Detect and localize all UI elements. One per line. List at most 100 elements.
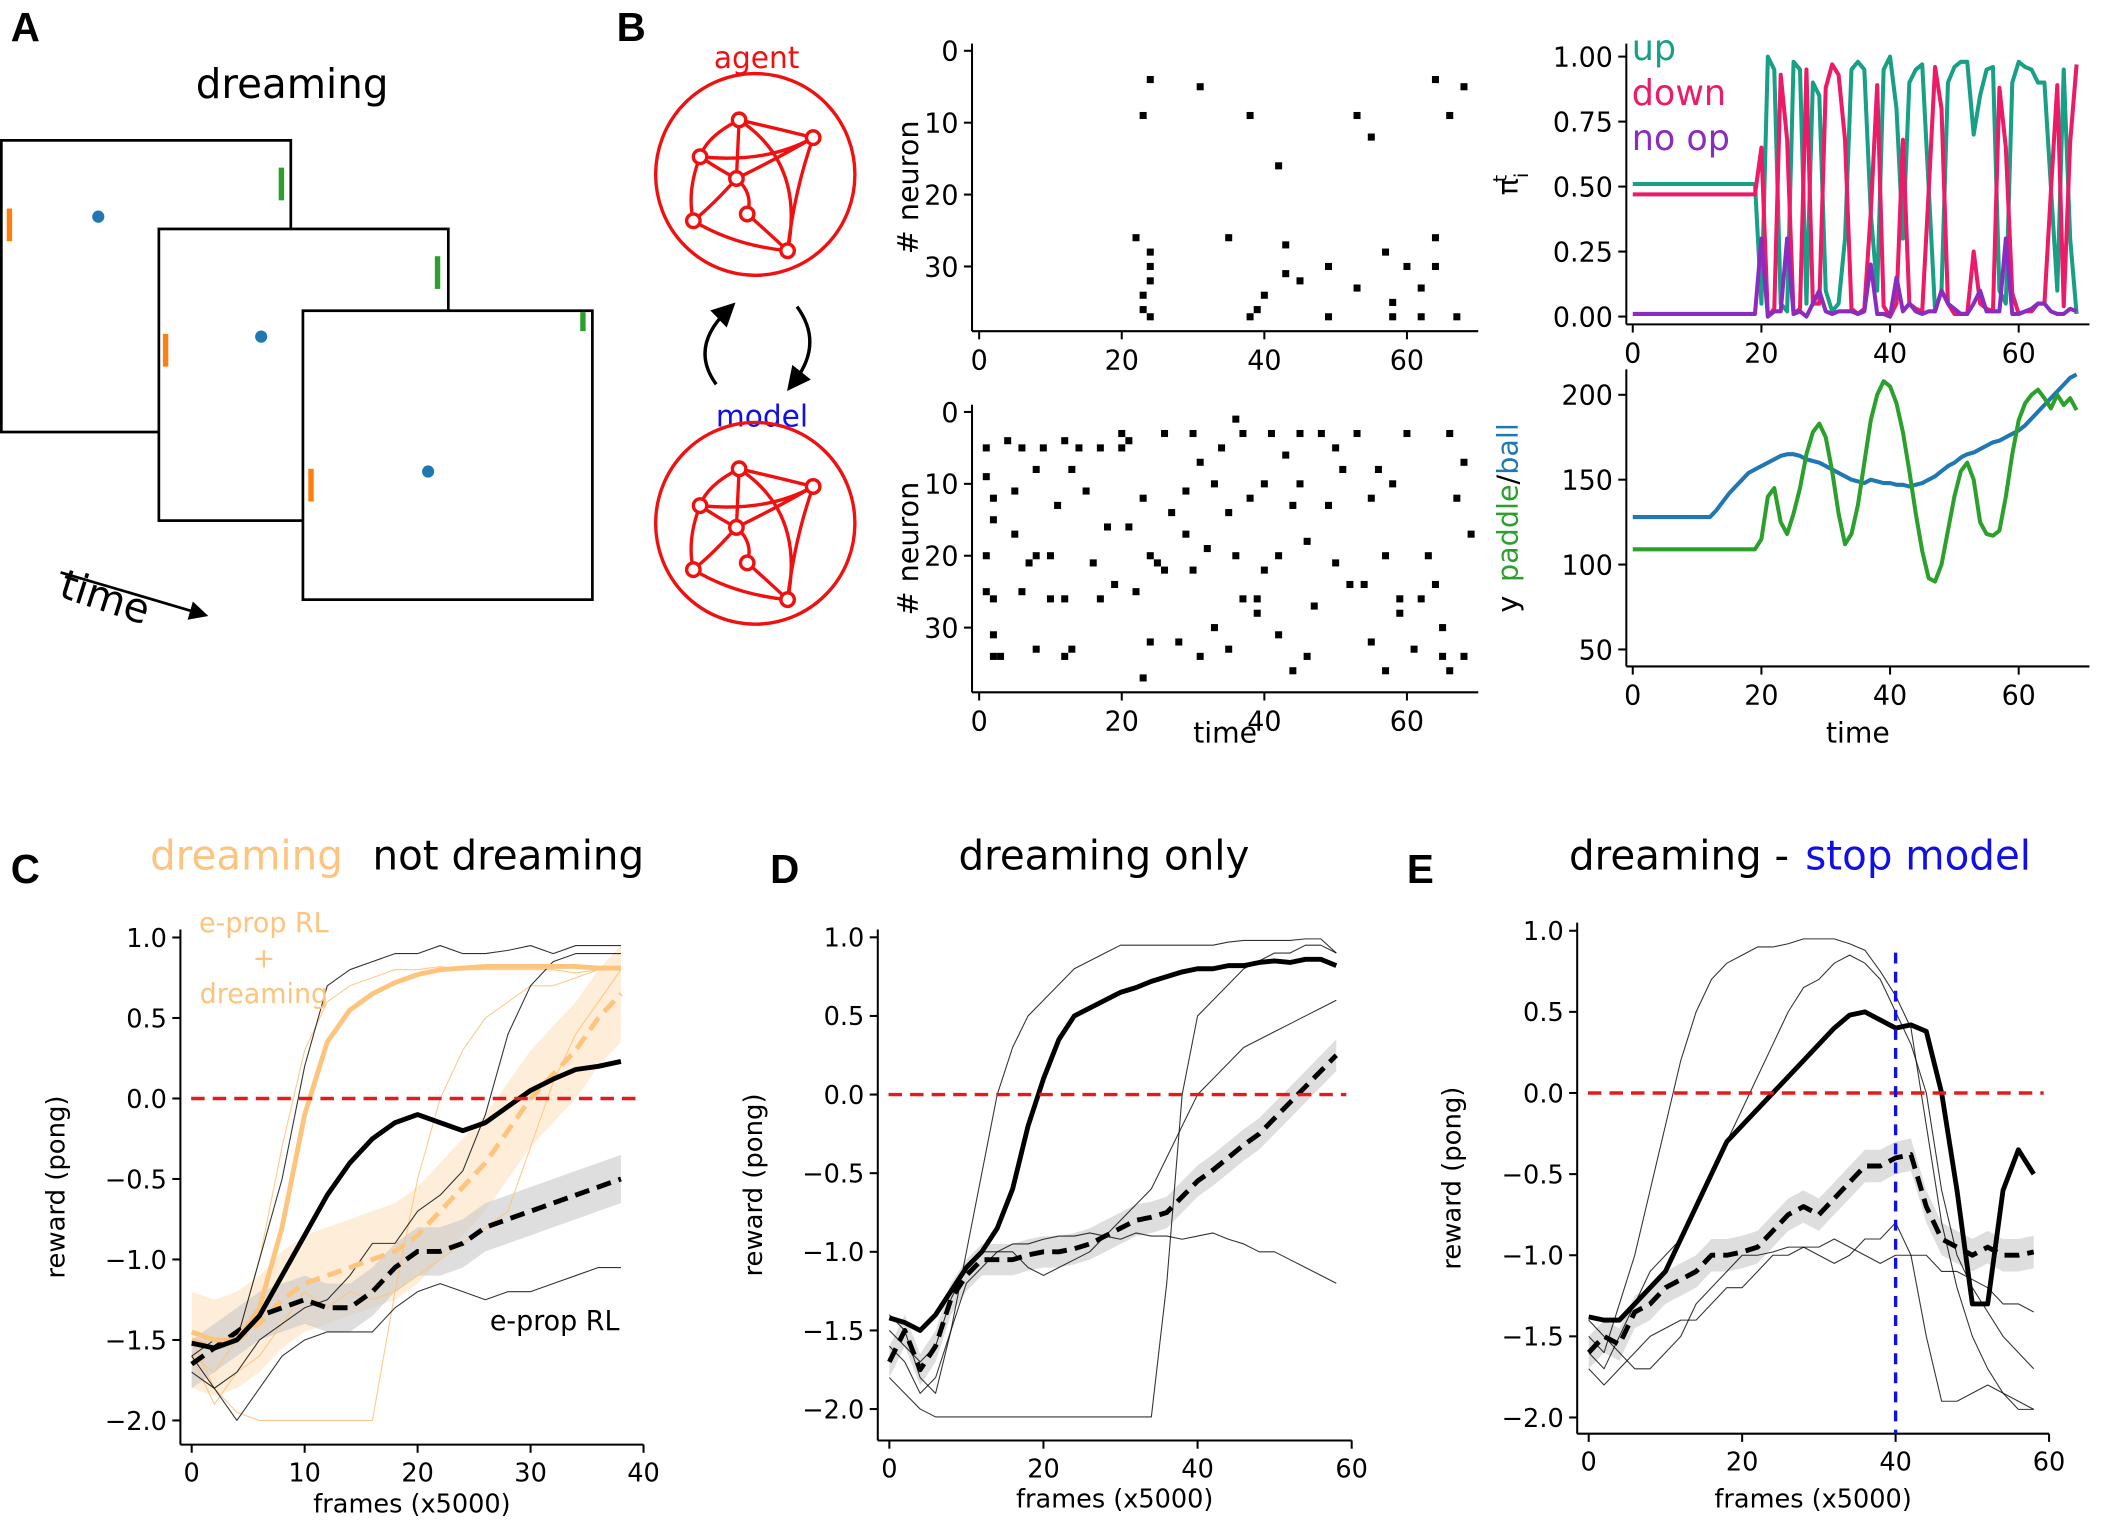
y-tick-label: 1.0 xyxy=(1523,917,1564,947)
y-tick-label: 20 xyxy=(924,541,958,572)
chart: 0 20 40 60 −2.0 −1.5 −1.0 −0.5 0.0 0.5 1.0 frames (… xyxy=(1438,831,2065,1514)
spike xyxy=(1260,566,1268,574)
y-tick-label: 100 xyxy=(1561,550,1612,581)
annotation: e-prop RL xyxy=(199,908,329,939)
spike xyxy=(1225,509,1233,517)
y-tick-label: 0.00 xyxy=(1553,302,1613,333)
spike xyxy=(1103,523,1111,531)
spike xyxy=(1303,652,1311,660)
spike xyxy=(1374,465,1382,474)
spike xyxy=(1460,458,1468,466)
series-line xyxy=(1588,1009,2036,1323)
spike xyxy=(1246,313,1254,321)
y-axis-label: # neuron xyxy=(892,482,925,616)
chart: 0 20 40 60 −2.0 −1.5 −1.0 −0.5 0.0 0.5 1.0 frames (… xyxy=(739,831,1368,1514)
y-tick-label: 0.0 xyxy=(1523,1079,1564,1109)
spike xyxy=(1446,667,1454,675)
node xyxy=(691,148,709,166)
spike xyxy=(1446,429,1454,438)
spike xyxy=(1004,437,1012,445)
spike xyxy=(1396,595,1404,603)
spike xyxy=(1332,444,1340,452)
legend-label: no op xyxy=(1632,118,1730,159)
legend-label: up xyxy=(1632,28,1676,69)
x-axis-label: frames (x5000) xyxy=(1016,1484,1213,1514)
chart-title: dreaming not dreaming xyxy=(150,831,644,879)
y-tick-label: 0.0 xyxy=(824,1081,865,1111)
spike xyxy=(1253,595,1261,603)
spike xyxy=(1146,638,1154,646)
y-tick-label: 0.5 xyxy=(824,1002,865,1032)
panel-letter: C xyxy=(11,846,40,892)
x-tick-label: 40 xyxy=(1181,1454,1214,1484)
spike xyxy=(1218,444,1226,452)
spike xyxy=(1118,429,1126,438)
spike xyxy=(1146,277,1154,285)
spike xyxy=(1267,429,1275,438)
spike xyxy=(982,552,990,560)
spike xyxy=(1446,111,1454,120)
game-frames xyxy=(0,139,594,602)
panel-letter: A xyxy=(11,4,40,50)
node xyxy=(684,212,702,230)
spike xyxy=(1118,444,1126,452)
spike xyxy=(1196,83,1204,91)
y-tick-label: 0 xyxy=(941,36,958,67)
y-tick-label: −1.0 xyxy=(1502,1241,1564,1271)
spike xyxy=(1317,429,1325,438)
y-axis-label: reward (pong) xyxy=(1438,1087,1468,1270)
y-tick-label: 200 xyxy=(1561,380,1612,411)
y-tick-label: 1.0 xyxy=(126,924,167,954)
x-tick-label: 20 xyxy=(1027,1454,1060,1484)
spike xyxy=(1282,270,1290,278)
x-axis-label: frames (x5000) xyxy=(1714,1484,1911,1514)
spike xyxy=(1460,652,1468,660)
spike xyxy=(1139,291,1147,299)
y-tick-label: −2.0 xyxy=(802,1395,864,1425)
panel-a-title: dreaming xyxy=(196,60,389,108)
chart-title-part: dreaming xyxy=(150,831,343,879)
series-line xyxy=(1588,938,2034,1410)
spike xyxy=(1153,559,1161,567)
ball xyxy=(92,210,105,223)
spike xyxy=(1068,645,1076,653)
y-tick-label: 0.25 xyxy=(1553,237,1613,268)
x-tick-label: 20 xyxy=(401,1458,434,1488)
spike xyxy=(1032,465,1040,474)
spike xyxy=(1225,234,1233,242)
panel-letter: B xyxy=(617,4,646,50)
spike xyxy=(1203,544,1211,553)
spike xyxy=(1382,552,1390,560)
spike xyxy=(1146,262,1154,271)
spike xyxy=(1296,480,1304,488)
y-tick-label: 10 xyxy=(924,470,958,501)
y-axis-label-part: / xyxy=(1491,474,1524,484)
series-line xyxy=(1632,372,2078,520)
spike xyxy=(1417,313,1425,321)
paddle xyxy=(6,208,13,242)
spike xyxy=(1096,444,1104,452)
spike xyxy=(982,473,990,481)
spike xyxy=(1332,559,1340,567)
y-tick-label: 0.5 xyxy=(126,1004,167,1034)
spike xyxy=(1382,248,1390,256)
spike xyxy=(1011,530,1019,538)
network-model xyxy=(653,420,857,626)
series-line xyxy=(1632,236,2078,319)
spike xyxy=(1054,501,1062,509)
chart-title-part: dreaming - xyxy=(1569,831,1789,879)
spike xyxy=(1239,429,1247,438)
x-tick-label: 20 xyxy=(1726,1447,1759,1477)
y-axis-label-part: i xyxy=(1511,173,1533,178)
spike xyxy=(1111,580,1119,589)
spike xyxy=(1453,494,1461,502)
chart: 0 10 20 30 40 −2.0 −1.5 −1.0 −0.5 0.0 0.5 1.0 frames… xyxy=(42,831,660,1520)
spike xyxy=(1061,652,1069,660)
y-tick-label: −1.0 xyxy=(802,1238,864,1268)
ball xyxy=(422,465,435,478)
spike xyxy=(1389,480,1397,488)
spike xyxy=(1139,111,1147,120)
y-tick-label: 50 xyxy=(1579,635,1613,666)
spike xyxy=(1139,306,1147,314)
spike xyxy=(1417,284,1425,292)
